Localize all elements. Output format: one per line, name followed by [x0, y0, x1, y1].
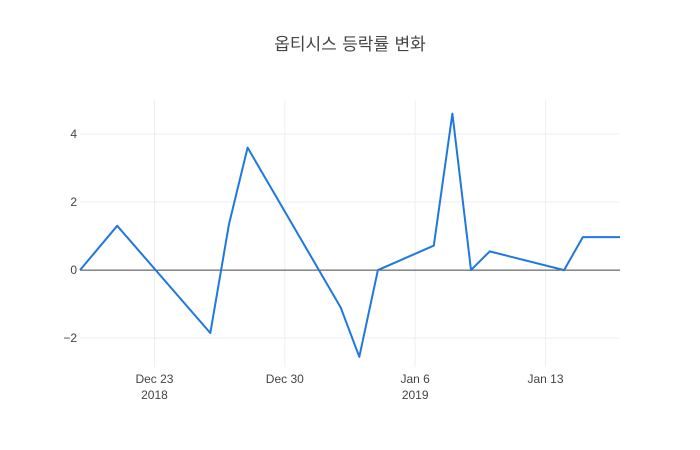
chart-title: 옵티시스 등락률 변화 [274, 35, 426, 55]
y-tick-label: 2 [70, 195, 77, 209]
x-tick-label: Jan 13 [528, 372, 564, 386]
y-tick-label: 0 [70, 263, 77, 277]
y-tick-label: 4 [70, 127, 77, 141]
series-line [79, 112, 620, 358]
x-tick-label: Dec 23 [135, 372, 173, 386]
x-tick-year-label: 2018 [141, 388, 168, 402]
x-tick-label: Jan 6 [400, 372, 430, 386]
x-tick-label: Dec 30 [266, 372, 304, 386]
x-tick-year-label: 2019 [402, 388, 429, 402]
y-tick-label: −2 [63, 331, 77, 345]
